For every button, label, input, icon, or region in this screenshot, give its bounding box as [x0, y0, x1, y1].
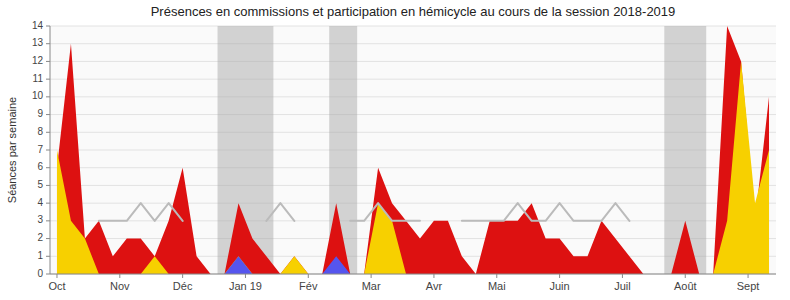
plot-area [57, 26, 769, 274]
y-tick [46, 256, 50, 257]
x-tick-label: Avr [426, 280, 443, 292]
x-tick-label: Sept [737, 280, 760, 292]
x-tick [559, 274, 560, 278]
y-tick-label: 9 [37, 108, 43, 119]
y-tick [46, 132, 50, 133]
x-tick [308, 274, 309, 278]
x-tick-label: Déc [173, 280, 193, 292]
x-tick-label: Mar [362, 280, 381, 292]
x-tick-label: Nov [110, 280, 130, 292]
y-tick [46, 274, 50, 275]
x-tick [182, 274, 183, 278]
x-tick-label: Juin [550, 280, 570, 292]
x-tick [685, 274, 686, 278]
x-tick-label: Fév [299, 280, 318, 292]
y-tick-label: 4 [37, 197, 43, 208]
plot-background [50, 26, 776, 274]
y-tick-label: 11 [33, 73, 44, 84]
axes: 01234567891011121314OctNovDécJan 19FévMa… [32, 20, 776, 292]
y-tick-label: 14 [32, 20, 44, 31]
area-series [57, 61, 769, 274]
y-tick [46, 167, 50, 168]
y-tick-label: 5 [37, 179, 43, 190]
x-tick [622, 274, 623, 278]
grid-line [50, 274, 776, 275]
x-tick-label: Jan 19 [229, 280, 262, 292]
y-tick-label: 10 [32, 90, 44, 101]
y-tick-label: 6 [37, 161, 43, 172]
x-tick [371, 274, 372, 278]
x-axis-line [50, 274, 776, 275]
x-tick [119, 274, 120, 278]
y-tick [46, 96, 50, 97]
x-tick [56, 274, 57, 278]
x-tick [433, 274, 434, 278]
area-series [57, 256, 769, 274]
grid [50, 26, 776, 274]
y-tick [46, 114, 50, 115]
y-tick-label: 0 [37, 268, 43, 279]
y-tick-label: 13 [32, 37, 44, 48]
y-tick [46, 61, 50, 62]
x-tick [496, 274, 497, 278]
y-tick [46, 185, 50, 186]
x-tick [748, 274, 749, 278]
x-tick-label: Août [674, 280, 697, 292]
y-tick [46, 43, 50, 44]
y-tick [46, 26, 50, 27]
chart: 01234567891011121314OctNovDécJan 19FévMa… [0, 0, 790, 300]
y-tick-label: 8 [37, 126, 43, 137]
y-tick-label: 12 [32, 55, 44, 66]
y-tick-label: 1 [37, 250, 43, 261]
x-tick-label: Oct [48, 280, 65, 292]
area-series [57, 26, 769, 274]
y-axis-label: Séances par semaine [6, 97, 18, 203]
y-tick [46, 150, 50, 151]
y-tick-label: 7 [37, 144, 43, 155]
y-tick-label: 2 [37, 232, 43, 243]
y-tick [46, 79, 50, 80]
line-series [99, 203, 630, 221]
title: Présences en commissions et participatio… [151, 4, 676, 19]
y-tick-label: 3 [37, 214, 43, 225]
y-tick [46, 203, 50, 204]
x-tick [245, 274, 246, 278]
y-tick [46, 220, 50, 221]
y-tick [46, 238, 50, 239]
x-tick-label: Juil [614, 280, 631, 292]
x-tick-label: Mai [488, 280, 506, 292]
